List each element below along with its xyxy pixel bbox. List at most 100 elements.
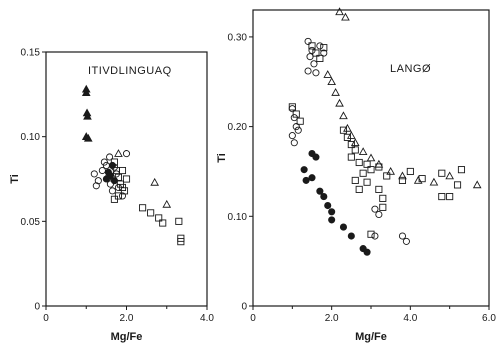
panel-itivdlinguaq: 0 2.0 4.0 0 0.05 0.10 0.15 Mg/Fe Ti ITIVDLINGUAQ: [9, 48, 214, 344]
data-point: [120, 187, 129, 195]
data-point: [294, 126, 302, 134]
data-point: [379, 203, 387, 211]
data-point: [350, 138, 360, 147]
x-tick-label: 6.0: [482, 313, 496, 324]
data-point: [379, 194, 387, 202]
data-point: [355, 185, 363, 193]
data-point: [290, 139, 298, 147]
data-point: [106, 153, 114, 161]
data-point: [122, 150, 131, 158]
series-triangle: [323, 7, 482, 189]
data-point: [316, 187, 324, 195]
data-point: [92, 182, 100, 190]
data-point: [296, 117, 304, 125]
data-point: [110, 195, 118, 203]
data-point: [323, 70, 333, 78]
data-point: [446, 193, 454, 201]
data-point: [122, 175, 131, 183]
data-point: [457, 166, 466, 174]
data-point: [155, 214, 163, 222]
data-point: [302, 176, 310, 184]
data-point: [328, 216, 336, 224]
data-point: [312, 49, 320, 57]
y-tick-label: 0.10: [228, 212, 248, 223]
data-point: [472, 180, 482, 189]
data-point: [371, 205, 379, 213]
data-point: [139, 204, 147, 212]
data-point: [159, 219, 167, 227]
data-point: [363, 248, 371, 256]
data-point: [316, 42, 324, 50]
data-point: [147, 209, 155, 217]
data-point: [347, 232, 355, 240]
data-point: [102, 175, 110, 183]
data-point: [320, 49, 328, 57]
data-point: [290, 114, 298, 122]
y-tick-label: 0.10: [21, 132, 41, 143]
x-axis-label: Mg/Fe: [111, 331, 143, 343]
data-point: [398, 232, 407, 240]
data-point: [386, 166, 395, 175]
data-point: [308, 42, 316, 50]
data-point: [367, 230, 375, 238]
data-point: [90, 170, 98, 178]
data-point: [341, 12, 350, 21]
panel-title: ITIVDLINGUAQ: [88, 65, 172, 77]
data-point: [429, 177, 439, 186]
x-tick-label: 4.0: [200, 313, 214, 324]
data-point: [383, 172, 391, 180]
data-point: [347, 131, 356, 139]
data-point: [308, 174, 316, 182]
data-point: [110, 158, 118, 166]
data-point: [320, 193, 328, 201]
series-square: [110, 158, 185, 246]
data-point: [118, 192, 127, 200]
x-tick-label: 2.0: [325, 313, 339, 324]
data-point: [375, 185, 383, 193]
data-point: [81, 88, 91, 96]
data-point: [359, 169, 367, 177]
data-point: [347, 140, 355, 149]
data-point: [177, 238, 185, 246]
data-point: [114, 149, 123, 157]
data-point: [351, 146, 359, 154]
data-point: [300, 166, 308, 174]
panel-title: LANGØ: [390, 63, 431, 75]
series-square: [288, 42, 466, 238]
data-point: [175, 217, 183, 225]
data-point: [363, 178, 371, 186]
data-point: [331, 88, 340, 96]
data-point: [339, 111, 348, 120]
data-point: [98, 166, 106, 175]
data-point: [418, 175, 426, 183]
data-point: [288, 132, 296, 140]
plot-frame: [45, 51, 208, 307]
data-point: [328, 208, 336, 216]
data-point: [453, 181, 462, 189]
data-point: [306, 53, 314, 61]
data-point: [114, 173, 122, 181]
data-point: [83, 111, 92, 120]
data-point: [355, 158, 363, 167]
series-circle: [288, 37, 410, 245]
data-point: [402, 237, 410, 245]
data-point: [367, 166, 375, 174]
data-point: [343, 123, 352, 132]
data-point: [312, 69, 320, 77]
data-point: [292, 110, 300, 118]
data-point: [304, 67, 312, 75]
data-point: [335, 98, 344, 107]
data-point: [347, 153, 355, 161]
series-filled-circle: [102, 161, 118, 185]
y-tick-label: 0: [241, 302, 247, 313]
x-tick-label: 4.0: [403, 313, 417, 324]
series-filled-circle: [300, 149, 371, 256]
y-tick-label: 0.30: [228, 32, 248, 43]
data-point: [316, 54, 324, 62]
data-point: [398, 176, 407, 184]
data-point: [339, 223, 348, 231]
data-point: [83, 133, 93, 142]
data-point: [375, 210, 383, 219]
data-point: [320, 44, 328, 52]
y-tick-label: 0.15: [21, 48, 41, 59]
